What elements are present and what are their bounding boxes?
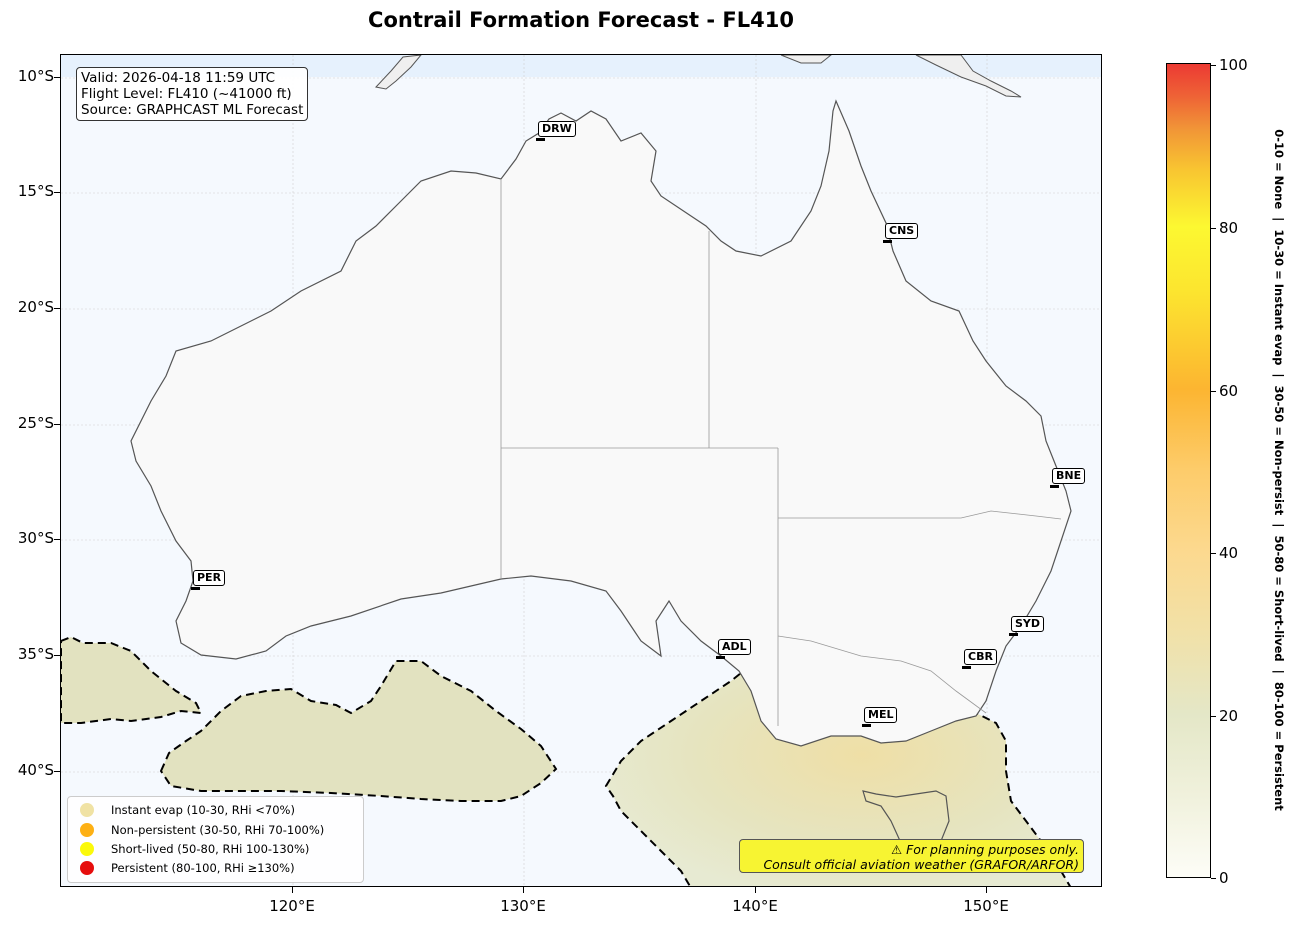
legend-label: Non-persistent (30-50, RHi 70-100%) [111,822,325,837]
lon-tick-mark [755,887,756,893]
legend-dot-icon [80,841,94,856]
lat-tick-mark [54,192,60,193]
city-label-per[interactable]: PER [193,570,226,586]
lon-tick-mark [523,887,524,893]
lat-tick-label: 10°S [17,67,54,85]
colorbar-tick-mark [1211,65,1216,66]
airport-marker-icon [883,240,892,243]
legend-item-persistent: Persistent (80-100, RHi ≥130%) [80,858,295,877]
city-label-cbr[interactable]: CBR [964,649,997,665]
colorbar-tick-label: 60 [1219,382,1239,400]
lat-tick-mark [54,308,60,309]
legend-dot-icon [80,802,94,817]
lat-tick-label: 20°S [17,298,54,316]
planning-warning-box: ⚠ For planning purposes only. Consult of… [739,839,1084,873]
legend-dot-icon [80,822,94,837]
lon-tick-label: 130°E [500,897,546,915]
airport-marker-icon [716,656,725,659]
legend-item-non-persistent: Non-persistent (30-50, RHi 70-100%) [80,820,324,839]
colorbar-tick-label: 40 [1219,544,1239,562]
city-label-mel[interactable]: MEL [864,707,898,723]
lon-tick-label: 150°E [963,897,1009,915]
state-borders [500,179,1062,726]
warning-line-1: ⚠ For planning purposes only. [891,842,1079,857]
lat-tick-mark [54,655,60,656]
lat-tick-mark [54,424,60,425]
legend-label: Short-lived (50-80, RHi 100-130%) [111,841,310,856]
city-label-syd[interactable]: SYD [1011,616,1045,632]
chart-title: Contrail Formation Forecast - FL410 [368,8,794,32]
lat-tick-mark [54,539,60,540]
colorbar [1166,63,1211,878]
airport-marker-icon [1050,485,1059,488]
legend: Instant evap (10-30, RHi <70%) Non-persi… [67,796,364,883]
colorbar-tick-label: 100 [1219,56,1248,74]
ocean-band [61,55,1101,77]
lat-tick-label: 25°S [17,414,54,432]
forecast-info-box: Valid: 2026-04-18 11:59 UTC Flight Level… [76,67,309,121]
lon-tick-label: 120°E [269,897,315,915]
legend-dot-icon [80,860,94,875]
colorbar-tick-label: 20 [1219,707,1239,725]
airport-marker-icon [1009,633,1018,636]
lat-tick-label: 30°S [17,529,54,547]
legend-item-instant-evap: Instant evap (10-30, RHi <70%) [80,800,295,819]
legend-item-short-lived: Short-lived (50-80, RHi 100-130%) [80,839,309,858]
warning-line-2: Consult official aviation weather (GRAFO… [763,857,1079,872]
city-label-cns[interactable]: CNS [885,223,919,239]
lat-tick-label: 15°S [17,182,54,200]
colorbar-tick-label: 80 [1219,219,1239,237]
lat-tick-label: 35°S [17,645,54,663]
australia-landmass [130,99,1072,747]
map-area[interactable] [60,54,1102,887]
map-canvas [61,55,1101,886]
city-label-adl[interactable]: ADL [718,639,751,655]
airport-marker-icon [962,666,971,669]
colorbar-tick-mark [1211,716,1216,717]
lat-tick-mark [54,771,60,772]
city-label-bne[interactable]: BNE [1052,468,1086,484]
colorbar-tick-mark [1211,878,1216,879]
colorbar-tick-mark [1211,228,1216,229]
flight-level: Flight Level: FL410 (~41000 ft) [81,86,292,102]
tasmania [862,790,950,852]
lat-tick-mark [54,77,60,78]
northern-islands [375,55,1022,98]
legend-label: Instant evap (10-30, RHi <70%) [111,802,295,817]
airport-marker-icon [191,587,200,590]
valid-time: Valid: 2026-04-18 11:59 UTC [81,70,276,86]
lon-tick-label: 140°E [732,897,778,915]
airport-marker-icon [536,138,545,141]
lat-tick-label: 40°S [17,761,54,779]
colorbar-caption-text: 0-10 = None | 10-30 = Instant evap | 30-… [1272,129,1286,811]
colorbar-tick-label: 0 [1219,869,1229,887]
colorbar-tick-mark [1211,553,1216,554]
city-label-drw[interactable]: DRW [538,121,576,137]
forecast-source: Source: GRAPHCAST ML Forecast [81,102,304,118]
legend-label: Persistent (80-100, RHi ≥130%) [111,860,295,875]
airport-marker-icon [862,724,871,727]
colorbar-tick-mark [1211,391,1216,392]
lon-tick-mark [292,887,293,893]
lon-tick-mark [986,887,987,893]
